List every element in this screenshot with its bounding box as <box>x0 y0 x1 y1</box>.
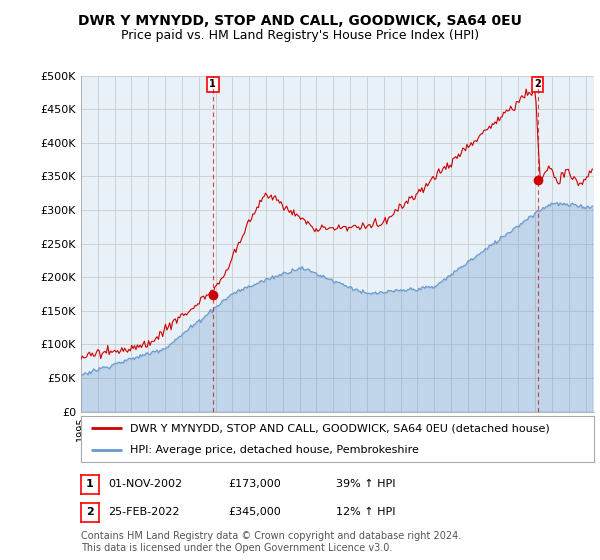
Text: Price paid vs. HM Land Registry's House Price Index (HPI): Price paid vs. HM Land Registry's House … <box>121 29 479 42</box>
Text: £173,000: £173,000 <box>228 479 281 489</box>
Text: HPI: Average price, detached house, Pembrokeshire: HPI: Average price, detached house, Pemb… <box>130 445 419 455</box>
Text: 01-NOV-2002: 01-NOV-2002 <box>108 479 182 489</box>
Text: 25-FEB-2022: 25-FEB-2022 <box>108 507 179 517</box>
Text: 12% ↑ HPI: 12% ↑ HPI <box>336 507 395 517</box>
Text: 1: 1 <box>86 479 94 489</box>
Text: 1: 1 <box>209 80 216 90</box>
Text: Contains HM Land Registry data © Crown copyright and database right 2024.
This d: Contains HM Land Registry data © Crown c… <box>81 531 461 553</box>
Text: 2: 2 <box>534 80 541 90</box>
Text: DWR Y MYNYDD, STOP AND CALL, GOODWICK, SA64 0EU: DWR Y MYNYDD, STOP AND CALL, GOODWICK, S… <box>78 14 522 28</box>
Text: 2: 2 <box>86 507 94 517</box>
Text: £345,000: £345,000 <box>228 507 281 517</box>
Text: 39% ↑ HPI: 39% ↑ HPI <box>336 479 395 489</box>
Text: DWR Y MYNYDD, STOP AND CALL, GOODWICK, SA64 0EU (detached house): DWR Y MYNYDD, STOP AND CALL, GOODWICK, S… <box>130 423 550 433</box>
